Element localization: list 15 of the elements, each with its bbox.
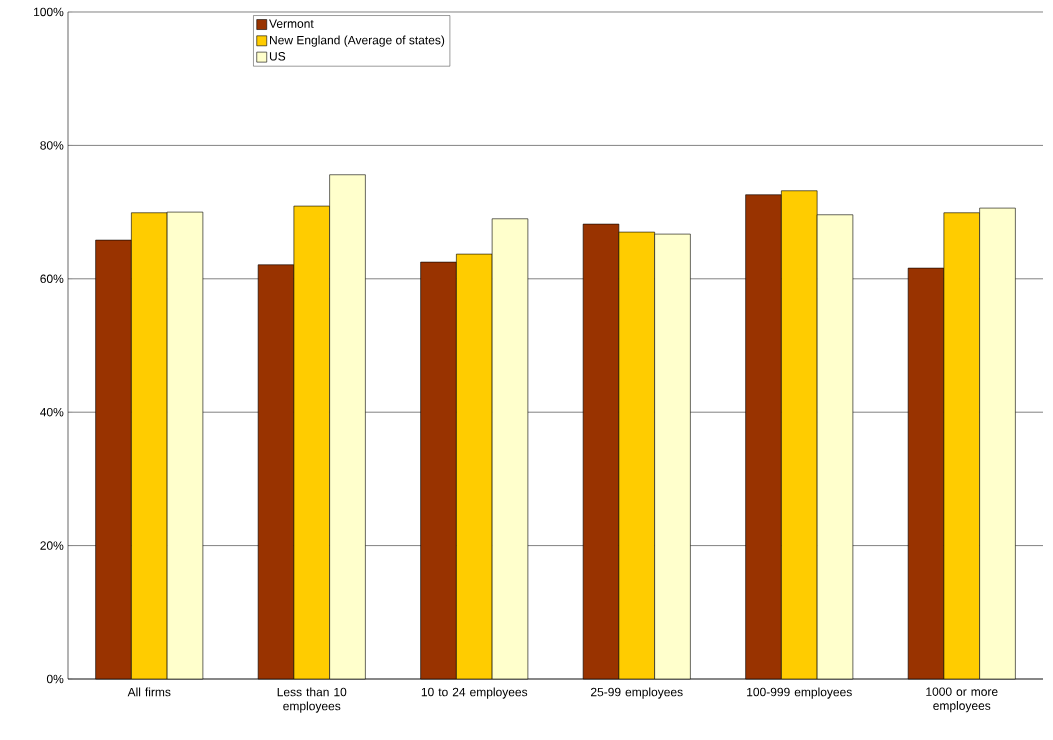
x-tick-label: Less than 10 employees	[277, 687, 347, 713]
y-tick-label: 40%	[40, 407, 64, 417]
y-tick-label: 20%	[40, 541, 64, 550]
y-tick-label: 80%	[40, 141, 64, 150]
x-tick-label: All firms	[127, 687, 171, 697]
y-tick-label: 0%	[46, 674, 64, 684]
y-tick-label: 100%	[34, 7, 64, 17]
x-tick-label: 1000 or more employees	[926, 687, 998, 713]
x-tick-label: 100-999 employees	[747, 687, 852, 699]
legend-label: New England (Average of states)	[270, 35, 445, 47]
legend-label: US	[269, 52, 286, 61]
y-tick-label: 60%	[40, 274, 64, 284]
x-tick-label: 10 to 24 employees	[421, 687, 528, 699]
legend-label: Vermont	[269, 19, 314, 28]
x-tick-label: 25-99 employees	[591, 687, 683, 699]
